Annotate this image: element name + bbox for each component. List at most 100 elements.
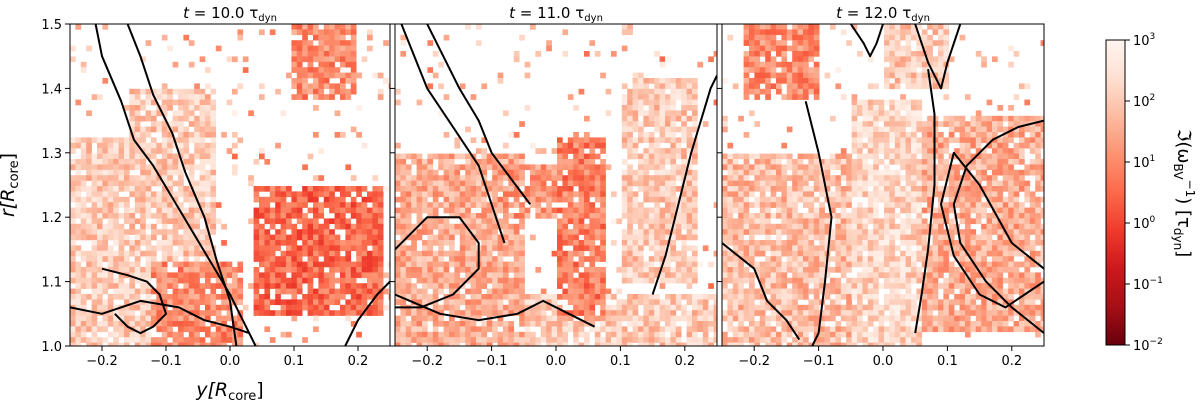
heatmap-cell [738, 186, 744, 192]
heatmap-cell [334, 202, 341, 208]
heatmap-cell [356, 250, 362, 257]
heatmap-cell [713, 337, 717, 343]
heatmap-cell [318, 61, 325, 68]
heatmap-cell [692, 105, 698, 111]
heatmap-cell [727, 153, 734, 160]
heatmap-cell [183, 250, 190, 257]
heatmap-cell [188, 315, 195, 322]
heatmap-cell [361, 299, 368, 306]
heatmap-cell [221, 337, 227, 343]
heatmap-cell [107, 223, 114, 230]
heatmap-cell [438, 337, 444, 343]
heatmap-cell [377, 261, 384, 268]
heatmap-cell [291, 223, 298, 230]
heatmap-cell [400, 342, 407, 346]
heatmap-cell [422, 310, 428, 316]
heatmap-cell [361, 186, 368, 192]
heatmap-cell [215, 283, 222, 289]
heatmap-cell [835, 261, 842, 268]
heatmap-cell [129, 121, 136, 127]
heatmap-cell [178, 202, 184, 208]
heatmap-cell [681, 153, 687, 160]
heatmap-cell [307, 207, 314, 214]
heatmap-cell [313, 240, 319, 246]
heatmap-cell [686, 213, 693, 219]
heatmap-cell [329, 61, 335, 68]
heatmap-cell [497, 175, 504, 181]
panel-title-prefix: t = [183, 4, 211, 22]
heatmap-cell [562, 250, 569, 257]
heatmap-cell [513, 223, 520, 230]
heatmap-cell [675, 223, 682, 230]
panel-title-value: 12.0 [864, 4, 897, 22]
heatmap-cell [503, 175, 509, 181]
heatmap-cell [665, 99, 671, 106]
heatmap-cell [161, 159, 168, 165]
heatmap-cell [797, 180, 804, 187]
heatmap-cell [627, 180, 633, 187]
heatmap-cell [318, 29, 325, 36]
heatmap-cell [530, 321, 536, 327]
heatmap-cell [562, 218, 569, 225]
heatmap-cell [692, 207, 698, 214]
heatmap-cell [851, 169, 858, 176]
heatmap-cell [867, 110, 874, 117]
heatmap-cell [226, 310, 233, 316]
heatmap-cell [427, 180, 434, 187]
heatmap-cell [567, 213, 574, 219]
heatmap-cell [145, 272, 152, 279]
heatmap-cell [638, 256, 644, 262]
heatmap-cell [129, 126, 136, 133]
heatmap-cell [275, 142, 281, 149]
heatmap-cell [830, 277, 836, 284]
heatmap-cell [749, 321, 755, 327]
heatmap-cell [313, 67, 319, 73]
heatmap-cell [481, 304, 488, 311]
heatmap-cell [405, 213, 412, 219]
heatmap-cell [291, 310, 298, 316]
heatmap-cell [372, 288, 379, 295]
heatmap-cell [770, 56, 777, 63]
heatmap-cell [75, 99, 82, 106]
heatmap-cell [140, 283, 146, 289]
heatmap-cell [654, 169, 660, 176]
heatmap-cell [340, 310, 346, 316]
heatmap-cell [97, 283, 103, 289]
heatmap-cell [156, 88, 163, 95]
heatmap-cell [102, 196, 109, 203]
heatmap-cell [377, 304, 384, 311]
heatmap-cell [513, 304, 520, 311]
heatmap-cell [648, 315, 655, 322]
heatmap-cell [422, 218, 428, 225]
heatmap-cell [361, 229, 368, 235]
heatmap-cell [199, 132, 206, 138]
heatmap-cell [356, 261, 362, 268]
heatmap-cell [253, 250, 260, 257]
heatmap-cell [259, 304, 265, 311]
heatmap-cell [824, 72, 831, 79]
heatmap-cell [670, 245, 677, 252]
heatmap-cell [118, 180, 125, 187]
heatmap-cell [205, 245, 211, 252]
heatmap-cell [481, 245, 488, 252]
heatmap-cell [797, 94, 804, 100]
heatmap-cell [835, 283, 842, 289]
heatmap-cell [851, 283, 858, 289]
heatmap-cell [129, 337, 136, 343]
heatmap-cell [167, 315, 173, 322]
heatmap-cell [302, 196, 308, 203]
heatmap-cell [443, 240, 450, 246]
heatmap-cell [129, 229, 136, 235]
heatmap-cell [113, 229, 119, 235]
heatmap-cell [405, 326, 412, 333]
heatmap-cell [75, 196, 82, 203]
heatmap-cell [792, 321, 798, 327]
heatmap-cell [562, 223, 569, 230]
heatmap-cell [167, 121, 173, 127]
heatmap-cell [692, 159, 698, 165]
heatmap-cell [524, 294, 531, 300]
heatmap-cell [792, 45, 798, 52]
heatmap-cell [670, 191, 677, 198]
heatmap-cell [862, 169, 869, 176]
heatmap-cell [372, 272, 379, 279]
